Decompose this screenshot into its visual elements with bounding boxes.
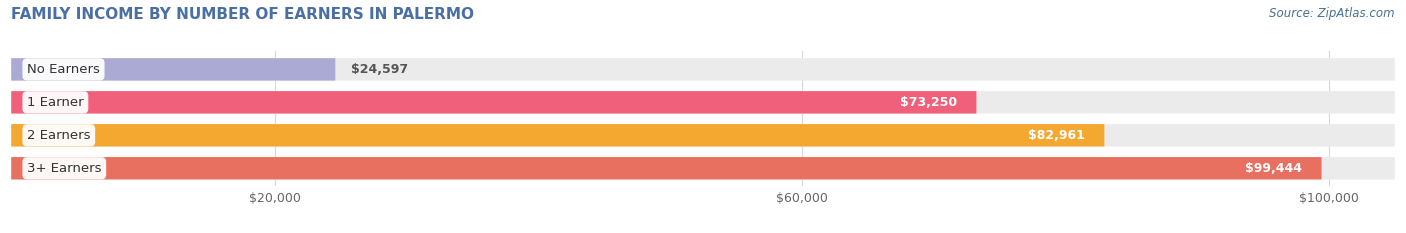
FancyBboxPatch shape (11, 124, 1104, 147)
Text: $82,961: $82,961 (1028, 129, 1084, 142)
Text: $73,250: $73,250 (900, 96, 956, 109)
Text: No Earners: No Earners (27, 63, 100, 76)
FancyBboxPatch shape (11, 157, 1395, 179)
FancyBboxPatch shape (11, 91, 1395, 113)
FancyBboxPatch shape (11, 157, 1322, 179)
Text: 3+ Earners: 3+ Earners (27, 162, 101, 175)
Text: 2 Earners: 2 Earners (27, 129, 90, 142)
FancyBboxPatch shape (11, 124, 1395, 147)
Text: $24,597: $24,597 (352, 63, 408, 76)
FancyBboxPatch shape (11, 58, 336, 81)
FancyBboxPatch shape (11, 58, 1395, 81)
Text: 1 Earner: 1 Earner (27, 96, 84, 109)
Text: $99,444: $99,444 (1244, 162, 1302, 175)
Text: Source: ZipAtlas.com: Source: ZipAtlas.com (1270, 7, 1395, 20)
FancyBboxPatch shape (11, 91, 976, 113)
Text: FAMILY INCOME BY NUMBER OF EARNERS IN PALERMO: FAMILY INCOME BY NUMBER OF EARNERS IN PA… (11, 7, 474, 22)
